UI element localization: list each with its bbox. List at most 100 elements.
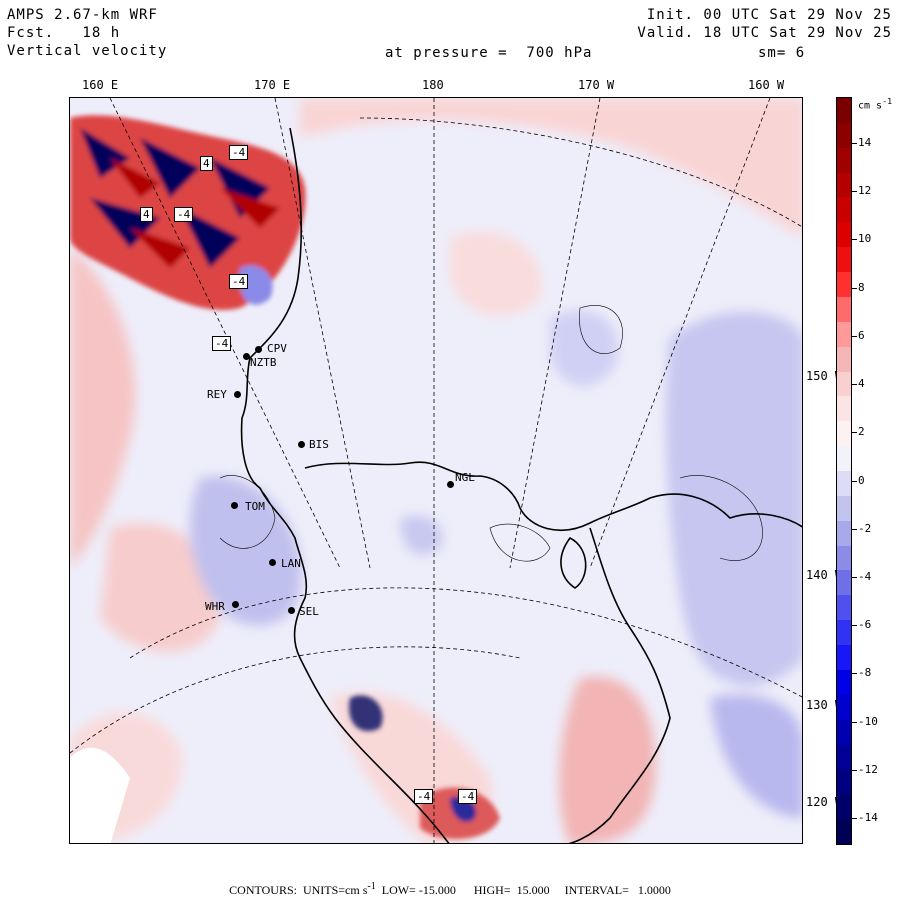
pink-southeast-region — [559, 676, 656, 843]
colorbar-segment — [837, 570, 851, 596]
model-title: AMPS 2.67-km WRF — [7, 7, 158, 23]
colorbar-tick-label: 8 — [858, 280, 865, 294]
station-dot-tom[interactable] — [231, 502, 238, 509]
graticule — [70, 98, 802, 843]
colorbar-segment — [837, 520, 851, 547]
colorbar-unit-text: cm s — [858, 100, 883, 112]
colorbar-tick-mark — [852, 576, 857, 578]
colorbar-segment — [837, 620, 851, 646]
colorbar-segment — [837, 98, 851, 124]
colorbar — [836, 97, 852, 845]
colorbar-segment — [837, 446, 851, 472]
contour-central-2 — [579, 305, 623, 354]
colorbar-tick-label: -6 — [858, 618, 872, 632]
colorbar-tick-mark — [852, 191, 857, 193]
colorbar-segment — [837, 371, 851, 397]
south-dark-patch — [349, 695, 383, 732]
colorbar-tick-label: -2 — [858, 521, 872, 535]
station-dot-ngl[interactable] — [447, 481, 454, 488]
extrema-label: -4 — [212, 336, 232, 351]
colorbar-tick-label: -4 — [858, 569, 872, 583]
colorbar-segment — [837, 719, 851, 746]
station-label-sel[interactable]: SEL — [299, 605, 319, 618]
colorbar-tick-mark — [852, 432, 857, 434]
contour-central-1 — [489, 523, 551, 562]
station-label-ngl[interactable]: NGL — [455, 471, 475, 484]
parallel-south-outer — [70, 646, 521, 754]
colorbar-tick-mark — [852, 287, 857, 289]
colorbar-segment — [837, 247, 851, 273]
colorbar-segment — [837, 197, 851, 223]
forecast-hour: Fcst. 18 h — [7, 25, 121, 41]
coastline-marie-byrd — [568, 527, 671, 843]
smoothing-level: sm= 6 — [758, 45, 806, 61]
no-data-corner — [70, 747, 130, 843]
extrema-label: -4 — [229, 274, 249, 289]
colorbar-unit: cm s-1 — [858, 96, 892, 111]
field-name: Vertical velocity — [7, 43, 168, 59]
contour-footer: CONTOURS: UNITS=cm s-1 LOW= -15.000 HIGH… — [0, 881, 900, 898]
blue-central-patch — [550, 310, 619, 387]
colorbar-unit-exponent: -1 — [882, 96, 893, 106]
colorbar-tick-mark — [852, 769, 857, 771]
station-dot-rey[interactable] — [234, 391, 241, 398]
parallel-south — [129, 587, 802, 698]
blue-ross-west-region — [190, 476, 302, 626]
negative-regions — [190, 310, 802, 818]
colorbar-tick-label: 14 — [858, 136, 872, 149]
colorbar-segment — [837, 669, 851, 696]
blue-small-patch — [400, 515, 443, 555]
station-dot-lan[interactable] — [269, 559, 276, 566]
station-label-rey[interactable]: REY — [207, 388, 227, 401]
colorbar-tick-mark — [852, 239, 857, 241]
station-dot-cpv[interactable] — [255, 346, 262, 353]
station-dot-nztb[interactable] — [243, 353, 250, 360]
station-dot-sel[interactable] — [288, 607, 295, 614]
extrema-label: -4 — [458, 789, 478, 804]
station-label-whr[interactable]: WHR — [205, 600, 225, 613]
pink-west-region — [70, 248, 136, 568]
pressure-level: at pressure = 700 hPa — [385, 45, 593, 61]
colorbar-tick-mark — [852, 384, 857, 386]
meridian-170e — [274, 98, 371, 569]
colorbar-tick-label: 12 — [858, 184, 872, 198]
station-label-cpv[interactable]: CPV — [267, 342, 287, 355]
colorbar-tick-label: -8 — [858, 666, 872, 680]
lon-label-170e: 170 E — [254, 78, 291, 92]
colorbar-segment — [837, 744, 851, 770]
extrema-label: -4 — [174, 207, 194, 222]
colorbar-segment — [837, 819, 851, 845]
extrema-label: 4 — [200, 156, 213, 171]
colorbar-tick-mark — [852, 143, 857, 144]
lon-label-180: 180 — [422, 78, 444, 92]
footer-units-exponent: -1 — [367, 881, 376, 892]
meridian-170w — [509, 98, 601, 569]
colorbar-tick-mark — [852, 673, 857, 675]
colorbar-segment — [837, 346, 851, 373]
colorbar-tick-label: 6 — [858, 328, 865, 342]
init-time: Init. 00 UTC Sat 29 Nov 25 — [646, 7, 892, 23]
colorbar-tick-label: -14 — [858, 811, 878, 824]
colorbar-tick-label: -10 — [858, 714, 878, 728]
colorbar-tick-label: -12 — [858, 762, 878, 776]
colorbar-segment — [837, 296, 851, 323]
colorbar-segment — [837, 147, 851, 174]
lon-label-160w: 160 W — [748, 78, 785, 92]
colorbar-tick-label: 0 — [858, 473, 865, 487]
colorbar-segment — [837, 595, 851, 621]
extrema-label: 4 — [140, 207, 153, 222]
pink-west-lower — [100, 523, 222, 652]
footer-range: LOW= -15.000 HIGH= 15.000 INTERVAL= 1.00… — [375, 883, 671, 897]
colorbar-tick-label: 4 — [858, 377, 865, 391]
colorbar-tick-mark — [852, 528, 857, 530]
station-label-tom[interactable]: TOM — [245, 500, 265, 513]
colorbar-tick-mark — [852, 818, 857, 819]
colorbar-segment — [837, 222, 851, 248]
station-label-nztb[interactable]: NZTB — [250, 356, 277, 369]
station-label-lan[interactable]: LAN — [281, 557, 301, 570]
station-dot-bis[interactable] — [298, 441, 305, 448]
station-label-bis[interactable]: BIS — [309, 438, 329, 451]
station-dot-whr[interactable] — [232, 601, 239, 608]
colorbar-tick-mark — [852, 335, 857, 337]
colorbar-tick-mark — [852, 721, 857, 723]
